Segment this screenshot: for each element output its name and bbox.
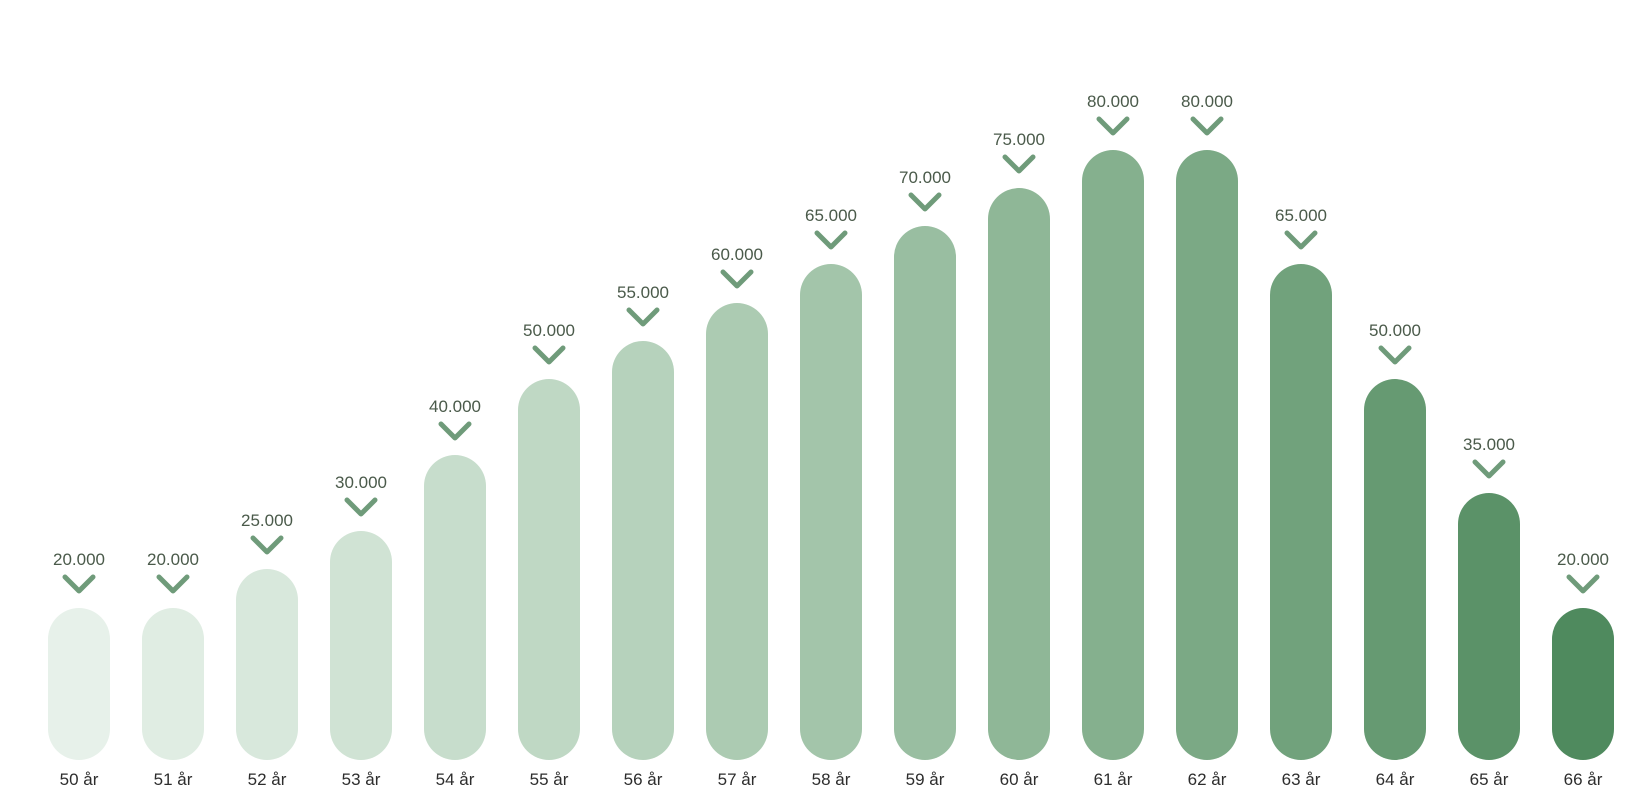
chevron-down-icon <box>250 535 284 555</box>
chevron-down-icon <box>532 345 566 365</box>
bar <box>988 188 1050 760</box>
chevron-down-icon <box>62 574 96 594</box>
bar-category-label: 64 år <box>1376 770 1415 792</box>
bar <box>236 569 298 760</box>
bar-category-label: 53 år <box>342 770 381 792</box>
chevron-down-icon <box>156 574 190 594</box>
bar-value-label: 65.000 <box>805 206 857 226</box>
bar-value-label: 50.000 <box>1369 321 1421 341</box>
bar-value-label: 80.000 <box>1087 92 1139 112</box>
bar-category-label: 52 år <box>248 770 287 792</box>
chevron-down-icon <box>1096 116 1130 136</box>
bar-category-label: 59 år <box>906 770 945 792</box>
chevron-down-icon <box>908 192 942 212</box>
bar-slot: 70.000 59 år <box>894 168 956 792</box>
bar-category-label: 62 år <box>1188 770 1227 792</box>
bar <box>1176 150 1238 760</box>
bar-value-label: 80.000 <box>1181 92 1233 112</box>
bar-slot: 55.000 56 år <box>612 283 674 792</box>
bar-slot: 25.000 52 år <box>236 511 298 792</box>
chevron-down-icon <box>1190 116 1224 136</box>
bar-category-label: 56 år <box>624 770 663 792</box>
bar-value-label: 50.000 <box>523 321 575 341</box>
chevron-down-icon <box>344 497 378 517</box>
bar <box>142 608 204 761</box>
bar-slot: 65.000 58 år <box>800 206 862 792</box>
bar-value-label: 30.000 <box>335 473 387 493</box>
bar-slot: 20.000 50 år <box>48 550 110 792</box>
bar-value-label: 70.000 <box>899 168 951 188</box>
bar-category-label: 65 år <box>1470 770 1509 792</box>
chevron-down-icon <box>438 421 472 441</box>
chevron-down-icon <box>720 269 754 289</box>
bar-slot: 50.000 55 år <box>518 321 580 792</box>
chevron-down-icon <box>1002 154 1036 174</box>
bar <box>1364 379 1426 760</box>
bar <box>48 608 110 761</box>
bar-category-label: 58 år <box>812 770 851 792</box>
bar-value-label: 75.000 <box>993 130 1045 150</box>
bar-category-label: 54 år <box>436 770 475 792</box>
bar <box>1270 264 1332 760</box>
bar-category-label: 60 år <box>1000 770 1039 792</box>
bar-category-label: 63 år <box>1282 770 1321 792</box>
bar-value-label: 25.000 <box>241 511 293 531</box>
bar-value-label: 35.000 <box>1463 435 1515 455</box>
chevron-down-icon <box>626 307 660 327</box>
bar <box>1082 150 1144 760</box>
chevron-down-icon <box>1566 574 1600 594</box>
chevron-down-icon <box>1472 459 1506 479</box>
bar-slot: 30.000 53 år <box>330 473 392 792</box>
bar-slot: 80.000 61 år <box>1082 92 1144 792</box>
bar-slot: 20.000 51 år <box>142 550 204 792</box>
chevron-down-icon <box>1378 345 1412 365</box>
bar-value-label: 20.000 <box>147 550 199 570</box>
bar-slot: 60.000 57 år <box>706 245 768 792</box>
bar-slot: 80.000 62 år <box>1176 92 1238 792</box>
bar-category-label: 61 år <box>1094 770 1133 792</box>
bar-slot: 20.000 66 år <box>1552 550 1614 792</box>
bar <box>518 379 580 760</box>
bar-slot: 65.000 63 år <box>1270 206 1332 792</box>
age-value-bar-chart: 20.000 50 år 20.000 51 år 25.000 52 år 30.000 5… <box>0 0 1631 792</box>
bar-value-label: 65.000 <box>1275 206 1327 226</box>
chevron-down-icon <box>1284 230 1318 250</box>
bar <box>330 531 392 760</box>
bar <box>612 341 674 760</box>
bar-value-label: 60.000 <box>711 245 763 265</box>
bar-slot: 50.000 64 år <box>1364 321 1426 792</box>
bar-value-label: 20.000 <box>1557 550 1609 570</box>
bar-value-label: 55.000 <box>617 283 669 303</box>
chevron-down-icon <box>814 230 848 250</box>
bar-slot: 35.000 65 år <box>1458 435 1520 792</box>
bar-slot: 75.000 60 år <box>988 130 1050 792</box>
bar <box>800 264 862 760</box>
bar-slot: 40.000 54 år <box>424 397 486 792</box>
bar <box>424 455 486 760</box>
bar-category-label: 57 år <box>718 770 757 792</box>
bar-category-label: 50 år <box>60 770 99 792</box>
bar <box>894 226 956 760</box>
bar <box>706 303 768 761</box>
bar <box>1552 608 1614 761</box>
bar-category-label: 55 år <box>530 770 569 792</box>
bar <box>1458 493 1520 760</box>
bar-category-label: 51 år <box>154 770 193 792</box>
bar-value-label: 20.000 <box>53 550 105 570</box>
bar-category-label: 66 år <box>1564 770 1603 792</box>
bar-value-label: 40.000 <box>429 397 481 417</box>
